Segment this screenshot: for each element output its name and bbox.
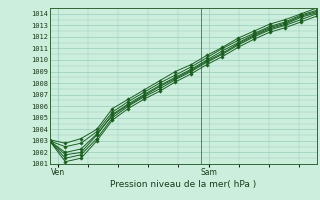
X-axis label: Pression niveau de la mer( hPa ): Pression niveau de la mer( hPa ) <box>110 180 256 189</box>
